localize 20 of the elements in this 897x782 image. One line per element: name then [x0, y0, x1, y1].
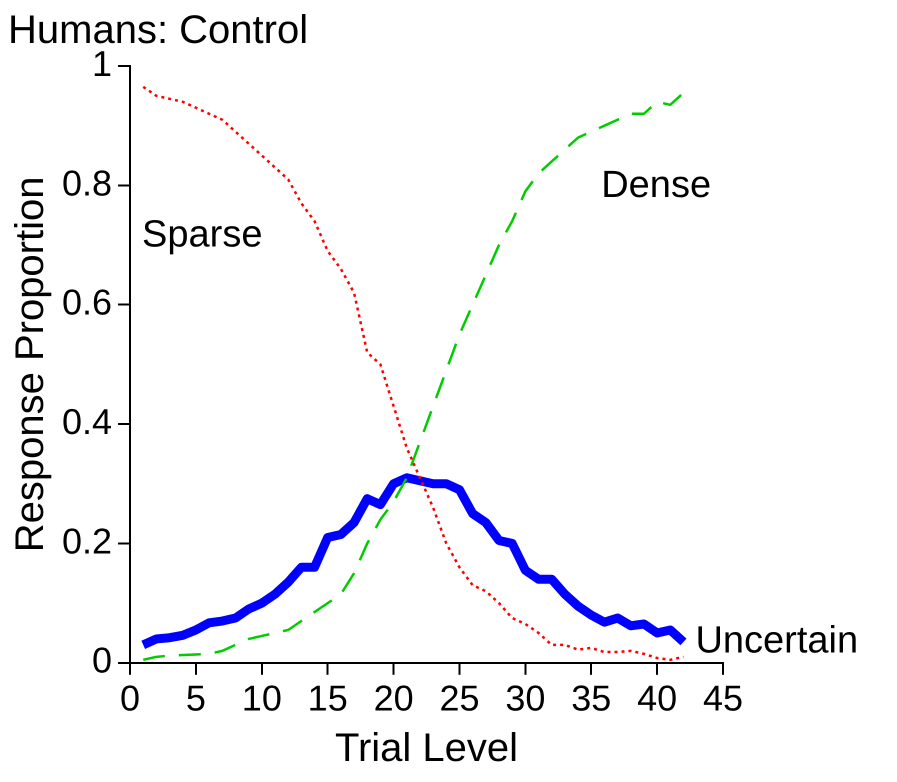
y-tick-label: 0.2 — [62, 520, 112, 562]
y-tick-label: 0 — [92, 640, 112, 681]
y-tick-label: 0.4 — [62, 401, 112, 442]
x-tick-label: 25 — [439, 677, 480, 718]
series-label: Uncertain — [695, 619, 858, 662]
x-tick-label: 15 — [308, 677, 348, 718]
x-tick-label: 0 — [120, 677, 140, 718]
x-tick-label: 35 — [571, 677, 612, 718]
series-label: Sparse — [142, 213, 262, 256]
series-label: Dense — [601, 164, 712, 206]
x-tick-label: 45 — [702, 677, 744, 718]
y-axis-title: Response Proportion — [8, 176, 52, 552]
x-tick-label: 10 — [242, 677, 282, 718]
x-tick-label: 40 — [637, 677, 678, 718]
x-tick-label: 5 — [186, 677, 206, 718]
y-tick-label: 0.6 — [62, 282, 112, 323]
y-tick-label: 0.8 — [62, 162, 112, 204]
x-tick-label: 30 — [505, 677, 546, 718]
x-axis-title: Trial Level — [335, 726, 518, 770]
x-tick-label: 20 — [374, 677, 414, 718]
